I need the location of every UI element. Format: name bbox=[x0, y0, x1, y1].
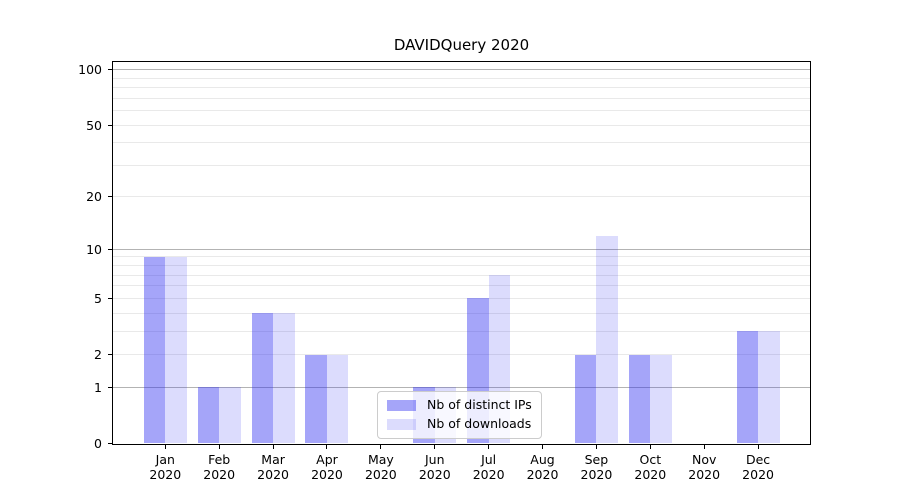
bar-nb-of-distinct-ips-sep bbox=[574, 354, 597, 444]
x-tick-oct bbox=[649, 444, 651, 449]
y-tick-label-5: 5 bbox=[94, 290, 102, 306]
y-tick-label-1: 1 bbox=[94, 379, 102, 395]
y-tick-label-50: 50 bbox=[86, 117, 102, 133]
legend-item-downloads: Nb of downloads bbox=[387, 416, 532, 432]
gridline-minor-5 bbox=[113, 297, 810, 299]
bar-nb-of-downloads-dec bbox=[758, 331, 780, 444]
gridline-minor-4 bbox=[113, 312, 810, 314]
x-tick-label-oct: Oct 2020 bbox=[634, 451, 667, 482]
legend-label-distinct-ips: Nb of distinct IPs bbox=[427, 397, 532, 412]
gridline-minor-3 bbox=[113, 330, 810, 332]
bar-nb-of-distinct-ips-feb bbox=[197, 387, 220, 444]
gridline-major-10 bbox=[113, 248, 810, 250]
gridline-minor-50 bbox=[113, 124, 810, 126]
x-tick-jul bbox=[488, 444, 490, 449]
gridline-major-100 bbox=[113, 69, 810, 71]
gridline-minor-20 bbox=[113, 196, 810, 198]
bar-nb-of-downloads-apr bbox=[326, 354, 349, 444]
x-tick-label-may: May 2020 bbox=[364, 451, 397, 482]
legend-label-downloads: Nb of downloads bbox=[427, 416, 532, 431]
x-tick-feb bbox=[218, 444, 220, 449]
gridline-minor-6 bbox=[113, 285, 810, 287]
legend: Nb of distinct IPs Nb of downloads bbox=[377, 391, 542, 439]
gridline-minor-90 bbox=[113, 77, 810, 79]
x-tick-label-jan: Jan 2020 bbox=[149, 451, 182, 482]
x-tick-mar bbox=[272, 444, 274, 449]
x-tick-may bbox=[380, 444, 382, 449]
legend-item-distinct-ips: Nb of distinct IPs bbox=[387, 397, 532, 413]
gridline-minor-2 bbox=[113, 354, 810, 355]
x-tick-sep bbox=[595, 444, 597, 449]
bar-nb-of-downloads-oct bbox=[650, 354, 672, 444]
y-tick-label-10: 10 bbox=[86, 241, 102, 257]
gridline-minor-70 bbox=[113, 97, 810, 99]
y-tick-1 bbox=[108, 386, 112, 388]
gridline-minor-30 bbox=[113, 164, 810, 166]
x-tick-jan bbox=[164, 444, 166, 449]
y-tick-100 bbox=[108, 69, 112, 71]
gridline-minor-8 bbox=[113, 265, 810, 267]
bar-nb-of-downloads-sep bbox=[596, 235, 618, 444]
bar-nb-of-distinct-ips-oct bbox=[628, 354, 651, 444]
chart-title: DAVIDQuery 2020 bbox=[393, 36, 530, 54]
x-tick-label-sep: Sep 2020 bbox=[580, 451, 613, 482]
x-tick-jun bbox=[434, 444, 436, 449]
y-tick-20 bbox=[108, 196, 112, 198]
x-tick-label-mar: Mar 2020 bbox=[257, 451, 289, 482]
gridline-minor-80 bbox=[113, 87, 810, 89]
x-tick-label-nov: Nov 2020 bbox=[688, 451, 721, 482]
y-tick-label-0: 0 bbox=[94, 436, 102, 451]
y-tick-50 bbox=[108, 124, 112, 126]
gridline-minor-40 bbox=[113, 142, 810, 144]
y-tick-label-100: 100 bbox=[78, 62, 102, 78]
x-tick-aug bbox=[542, 444, 544, 449]
x-tick-label-jul: Jul 2020 bbox=[472, 451, 505, 482]
y-tick-5 bbox=[108, 297, 112, 299]
x-tick-label-feb: Feb 2020 bbox=[203, 451, 236, 482]
bar-nb-of-distinct-ips-jan bbox=[143, 256, 166, 444]
x-tick-label-aug: Aug 2020 bbox=[526, 451, 559, 482]
gridline-minor-60 bbox=[113, 110, 810, 112]
x-tick-label-apr: Apr 2020 bbox=[311, 451, 343, 482]
y-tick-10 bbox=[108, 248, 112, 250]
y-tick-2 bbox=[108, 354, 112, 355]
x-tick-label-jun: Jun 2020 bbox=[418, 451, 451, 482]
legend-swatch-downloads bbox=[387, 418, 416, 430]
gridline-major-1 bbox=[113, 386, 810, 388]
legend-swatch-distinct-ips bbox=[387, 399, 416, 411]
plot-area bbox=[112, 61, 811, 445]
x-tick-label-dec: Dec 2020 bbox=[742, 451, 774, 482]
y-tick-label-20: 20 bbox=[86, 189, 102, 205]
bar-nb-of-distinct-ips-dec bbox=[736, 331, 759, 444]
bar-nb-of-downloads-mar bbox=[273, 313, 295, 444]
gridline-minor-7 bbox=[113, 274, 810, 276]
x-tick-dec bbox=[757, 444, 759, 449]
y-tick-label-2: 2 bbox=[94, 347, 102, 362]
bar-nb-of-distinct-ips-apr bbox=[305, 354, 327, 444]
plot-inner bbox=[113, 62, 810, 444]
x-tick-apr bbox=[326, 444, 328, 449]
bar-nb-of-distinct-ips-mar bbox=[251, 313, 274, 444]
x-tick-nov bbox=[703, 444, 705, 449]
bar-nb-of-downloads-jan bbox=[165, 256, 187, 444]
bar-nb-of-downloads-feb bbox=[219, 387, 241, 444]
y-tick-0 bbox=[108, 443, 112, 444]
gridline-minor-9 bbox=[113, 256, 810, 258]
